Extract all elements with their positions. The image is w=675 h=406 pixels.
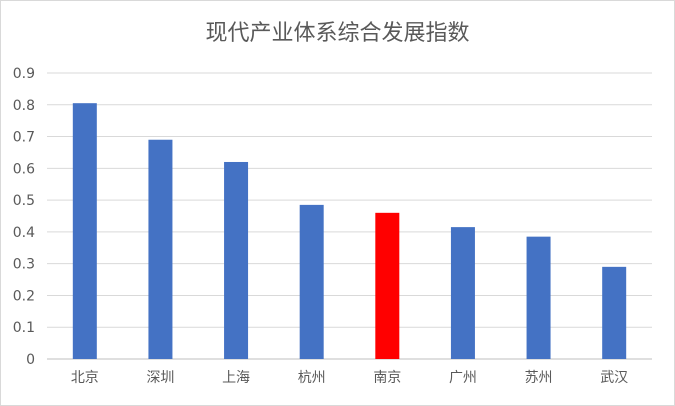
x-tick-label: 南京 [373, 370, 401, 386]
y-tick-label: 0.3 [13, 257, 35, 273]
y-tick-label: 0 [26, 352, 35, 368]
x-tick-label: 苏州 [525, 370, 553, 386]
x-tick-label: 广州 [449, 370, 477, 386]
x-tick-label: 武汉 [600, 370, 628, 386]
bar-3 [224, 161, 249, 359]
bar-5 [375, 212, 400, 359]
bar-8 [602, 266, 627, 359]
y-tick-label: 0.9 [13, 66, 35, 82]
chart-title: 现代产业体系综合发展指数 [205, 21, 470, 46]
x-tick-label: 上海 [222, 370, 250, 386]
bar-4 [299, 204, 324, 359]
x-tick-label: 杭州 [298, 370, 326, 386]
x-tick-label: 深圳 [146, 370, 174, 386]
y-tick-label: 0.1 [13, 320, 35, 336]
bar-6 [450, 227, 475, 359]
y-tick-label: 0.4 [13, 225, 35, 241]
y-tick-label: 0.2 [13, 288, 35, 304]
bar-2 [148, 139, 173, 359]
y-tick-label: 0.8 [13, 98, 35, 114]
y-tick-label: 0.7 [13, 130, 35, 146]
x-tick-label: 北京 [71, 370, 99, 386]
bar-7 [526, 236, 551, 359]
y-tick-label: 0.5 [13, 193, 35, 209]
bar-1 [72, 103, 97, 359]
y-tick-label: 0.6 [13, 161, 35, 177]
